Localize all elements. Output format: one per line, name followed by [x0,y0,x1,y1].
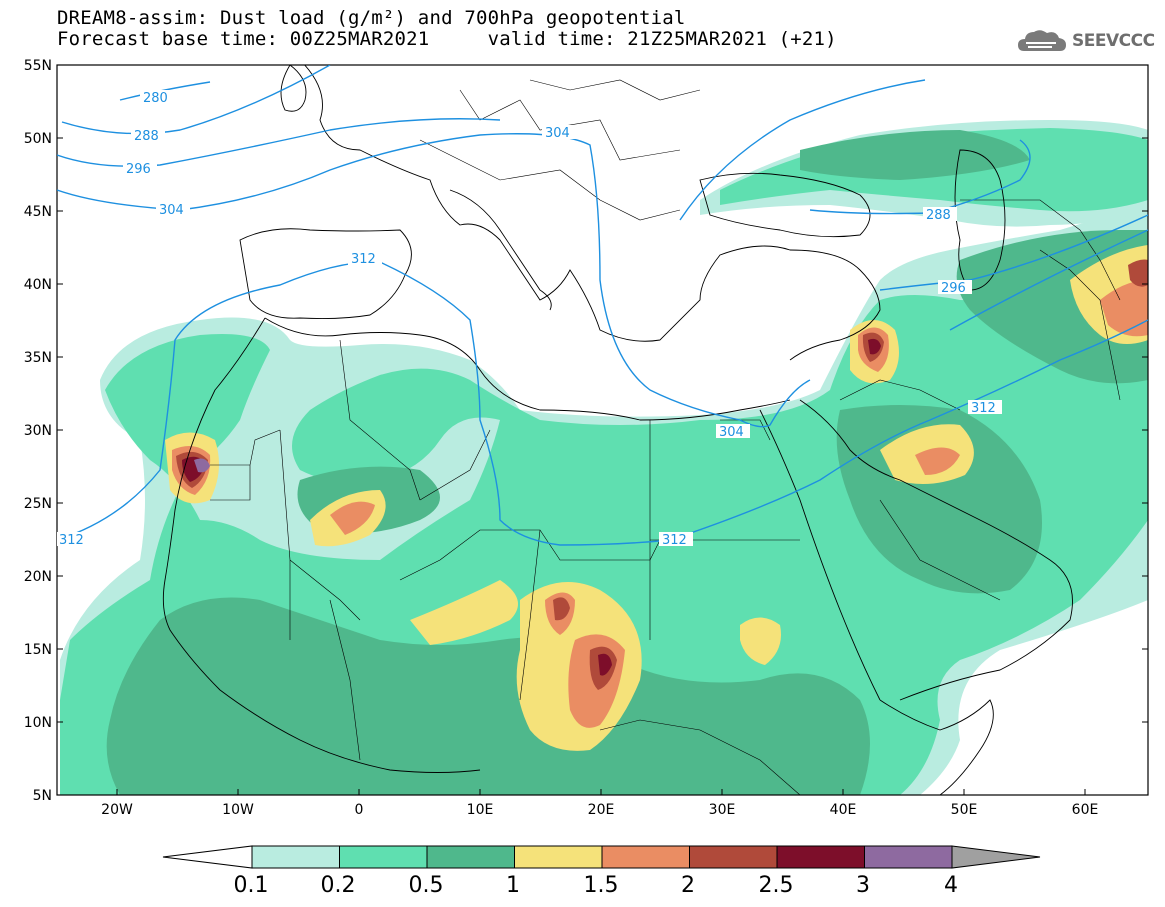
colorbar-cell [514,845,603,869]
coastline-europe [304,65,881,361]
lat-label: 45N [24,204,52,220]
colorbar-cell [339,845,428,869]
dust-area-0-5-e [800,130,1030,180]
lat-label: 30N [24,423,52,439]
lon-label: 10E [467,802,494,818]
contour-label: 280 [143,91,168,106]
dust-area-2-e [1128,259,1148,287]
colorbar-cell [776,845,865,869]
coastline-black-sea [699,172,871,238]
contour-312 [57,261,1148,546]
cloud-icon [1018,30,1066,51]
contour-304-east [679,79,926,221]
colorbar-label: 0.5 [408,873,444,898]
colorbar-label: 0.2 [320,873,356,898]
lat-label: 20N [24,569,52,585]
coastline-west-africa [162,317,481,773]
contour-label: 312 [971,401,996,416]
contour-label: 304 [719,425,744,440]
coastline-north-africa [264,317,791,421]
latitude-labels: 55N 50N 45N 40N 35N 30N 25N 20N 15N 10N … [24,58,52,804]
coastline-uk [280,65,307,112]
contour-label: 312 [662,533,687,548]
coastline-red-sea [759,409,881,701]
coastline-iberia [239,228,412,320]
logo-text: SEEVCCC [1072,31,1155,51]
coastline-caspian [954,149,1006,291]
lat-label: 25N [24,496,52,512]
coastline-italy [449,189,552,311]
colorbar-label: 3 [856,873,870,898]
country-borders [210,79,1121,795]
colorbar-cell [426,845,515,869]
dust-area-1-5-c [330,501,375,535]
contour-labels: 280 288 296 304 312 304 288 296 304 312 … [57,90,1002,548]
dust-area-2-5-a [598,653,612,676]
colorbar-label: 2 [681,873,695,898]
colorbar-label: 4 [944,873,958,898]
colorbar-low-arrow [162,845,253,869]
colorbar [162,845,1041,869]
lat-label: 50N [24,131,52,147]
contour-label: 304 [545,126,570,141]
geopotential-contours [57,65,1148,546]
colorbar-label: 0.1 [233,873,269,898]
contour-label: 304 [159,203,184,218]
dust-area-2-5-b [868,338,881,355]
contour-296-east [879,214,1148,291]
contour-304-west [57,133,811,428]
contour-label: 296 [126,162,151,177]
colorbar-cell [689,845,778,869]
lon-label: 20W [101,802,133,818]
lat-label: 5N [33,788,52,804]
dust-area-1-5-f [1100,280,1148,337]
map-header: DREAM8-assim: Dust load (g/m²) and 700hP… [57,8,957,50]
colorbar-high-arrow [951,845,1041,869]
contour-288-east [809,139,1031,215]
lat-label: 10N [24,715,52,731]
lat-label: 35N [24,350,52,366]
lat-label: 15N [24,642,52,658]
lat-label: 40N [24,277,52,293]
contour-296 [57,118,501,167]
seevccc-logo: SEEVCCC [1016,26,1156,56]
dust-area-2-b [553,597,570,621]
lon-label: 50E [951,802,978,818]
lon-label: 0 [355,802,364,818]
dust-area-0-5 [106,597,870,795]
colorbar-label: 1.5 [583,873,619,898]
lon-label: 20E [588,802,615,818]
contour-label: 288 [926,208,951,223]
colorbar-cell [251,845,340,869]
lat-label: 55N [24,58,52,74]
lon-label: 30E [709,802,736,818]
map-title: DREAM8-assim: Dust load (g/m²) and 700hP… [57,7,686,29]
contour-label: 288 [134,129,159,144]
dust-area-1-h [740,617,781,665]
longitude-ticks [116,789,1086,795]
contour-label: 296 [941,281,966,296]
forecast-time-line: Forecast base time: 00Z25MAR2021 valid t… [57,28,837,50]
contour-304-far-east [949,229,1148,331]
dust-area-1-f [410,580,518,645]
contour-288 [61,65,331,135]
lon-label: 10W [222,802,254,818]
longitude-labels: 20W 10W 0 10E 20E 30E 40E 50E 60E [101,802,1098,818]
coastline-horn-africa [879,699,994,795]
contour-label: 312 [59,533,84,548]
colorbar-label: 2.5 [758,873,794,898]
lon-label: 60E [1072,802,1099,818]
contour-label: 312 [351,252,376,267]
colorbar-label: 1 [506,873,520,898]
colorbar-cell [864,845,953,869]
lon-label: 40E [830,802,857,818]
latitude-ticks [57,64,1148,796]
colorbar-cell [601,845,690,869]
dust-area-1-5-d [915,447,960,475]
dust-area-3-a [194,458,210,473]
dust-shading [60,120,1148,795]
